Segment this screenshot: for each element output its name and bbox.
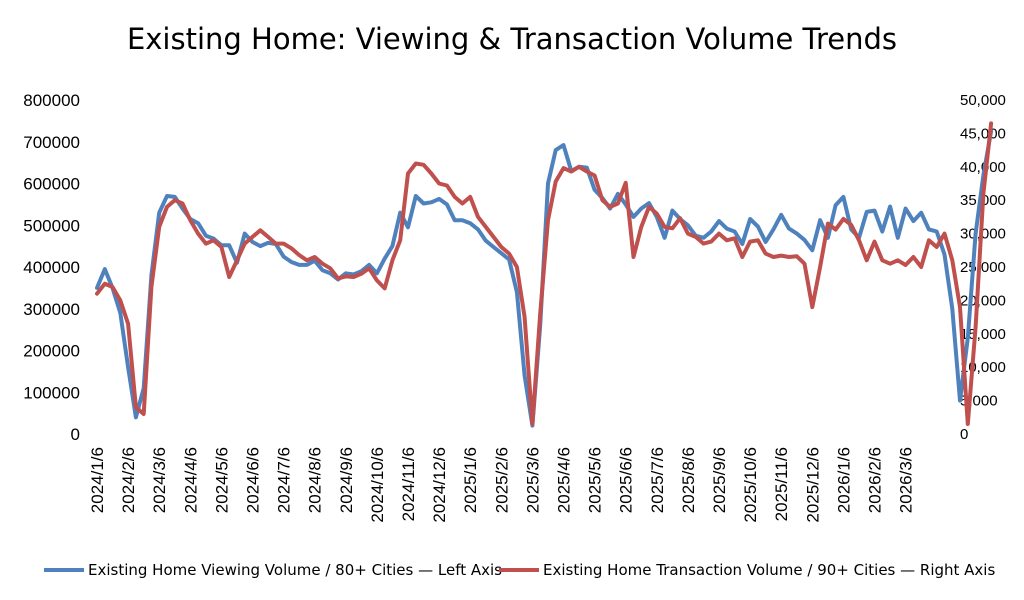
x-tick-label: 2024/1/6: [88, 447, 107, 513]
x-tick-label: 2026/2/6: [866, 447, 885, 513]
y-right-tick-label: 50,000: [960, 92, 1006, 109]
x-tick-label: 2024/2/6: [119, 447, 138, 513]
x-tick-label: 2025/8/6: [679, 447, 698, 513]
chart-legend: Existing Home Viewing Volume / 80+ Citie…: [0, 561, 1024, 585]
y-left-tick-label: 200000: [23, 342, 80, 361]
x-tick-label: 2024/11/6: [399, 447, 418, 521]
x-tick-label: 2024/10/6: [368, 447, 387, 523]
legend-label-transaction: Existing Home Transaction Volume / 90+ C…: [543, 561, 996, 579]
x-tick-label: 2025/3/6: [523, 447, 542, 513]
legend-item-viewing[interactable]: Existing Home Viewing Volume / 80+ Citie…: [44, 561, 502, 579]
y-left-tick-label: 800000: [23, 91, 80, 110]
legend-label-viewing: Existing Home Viewing Volume / 80+ Citie…: [88, 561, 502, 579]
x-tick-label: 2026/3/6: [897, 447, 916, 513]
x-tick-label: 2026/1/6: [834, 447, 853, 513]
y-right-tick-label: 0: [960, 426, 968, 443]
x-tick-label: 2024/9/6: [337, 447, 356, 513]
legend-swatch-viewing: [44, 568, 84, 572]
x-tick-label: 2024/3/6: [150, 447, 169, 513]
x-tick-label: 2025/6/6: [617, 447, 636, 513]
y-left-tick-label: 400000: [23, 258, 80, 277]
y-right-tick-label: 25,000: [960, 259, 1006, 276]
y-left-tick-label: 600000: [23, 175, 80, 194]
y-right-tick-label: 20,000: [960, 292, 1006, 309]
legend-swatch-transaction: [499, 568, 539, 572]
y-right-tick-label: 45,000: [960, 125, 1006, 142]
y-left-tick-label: 700000: [23, 133, 80, 152]
x-tick-label: 2025/11/6: [772, 447, 791, 521]
y-right-tick-label: 10,000: [960, 359, 1006, 376]
y-left-tick-label: 500000: [23, 216, 80, 235]
x-tick-label: 2024/4/6: [181, 447, 200, 513]
legend-item-transaction[interactable]: Existing Home Transaction Volume / 90+ C…: [499, 561, 995, 579]
x-tick-label: 2024/5/6: [212, 447, 231, 513]
series-line-transaction: [95, 121, 994, 426]
x-tick-label: 2025/5/6: [586, 447, 605, 513]
x-tick-label: 2024/8/6: [306, 447, 325, 513]
y-left-tick-label: 100000: [23, 383, 80, 402]
x-tick-label: 2025/2/6: [492, 447, 511, 513]
x-tick-label: 2024/6/6: [244, 447, 263, 513]
x-tick-label: 2025/12/6: [803, 447, 822, 523]
x-tick-label: 2024/12/6: [430, 447, 449, 523]
x-tick-label: 2024/7/6: [275, 447, 294, 513]
chart-title: Existing Home: Viewing & Transaction Vol…: [126, 22, 898, 56]
x-tick-label: 2025/9/6: [710, 447, 729, 513]
x-tick-label: 2025/4/6: [555, 447, 574, 513]
y-right-tick-label: 15,000: [960, 326, 1006, 343]
x-tick-label: 2025/1/6: [461, 447, 480, 513]
x-tick-label: 2025/7/6: [648, 447, 667, 513]
y-left-tick-label: 300000: [23, 300, 80, 319]
x-tick-label: 2025/10/6: [741, 447, 760, 523]
y-left-tick-label: 0: [71, 425, 80, 444]
